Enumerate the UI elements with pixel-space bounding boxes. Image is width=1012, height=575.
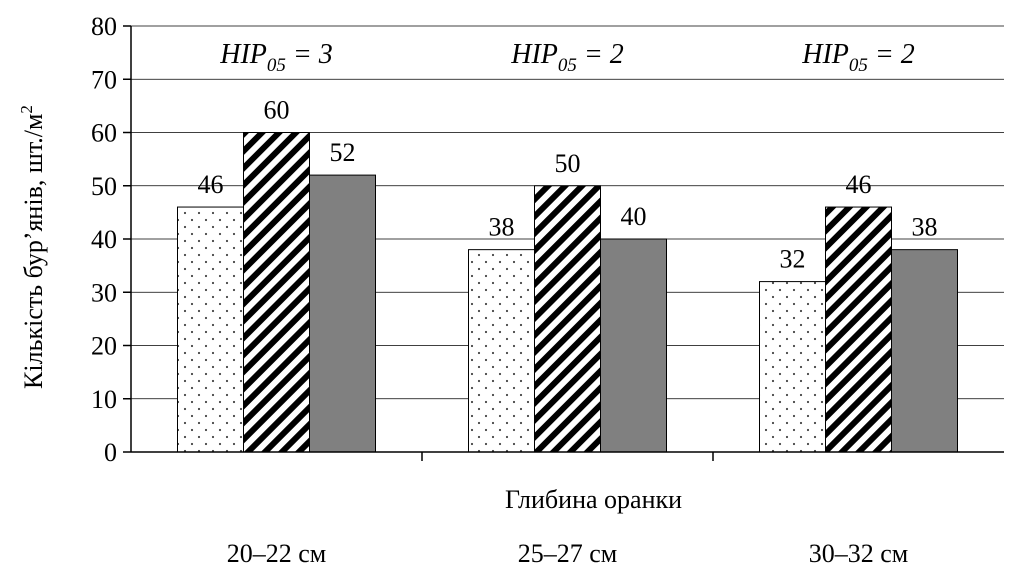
data-label: 46: [846, 170, 872, 199]
data-label: 60: [264, 96, 290, 125]
y-axis-title-text: Кількість бур’янів, шт./м: [19, 114, 48, 389]
axes: [123, 25, 1004, 461]
bar: [468, 249, 535, 453]
y-tick-label: 0: [104, 438, 117, 467]
significance-annotation: НІР05 = 2: [801, 39, 915, 76]
annotation-value: = 2: [868, 39, 915, 70]
y-tick-label: 20: [91, 332, 117, 361]
data-label: 38: [489, 213, 515, 242]
x-category-label: 20–22 см: [227, 539, 327, 568]
x-category-label: 30–32 см: [809, 539, 909, 568]
x-axis-title: Глибина оранки: [505, 485, 682, 514]
y-tick-label: 10: [91, 385, 117, 414]
y-axis-title: Кількість бур’янів, шт./м2: [17, 105, 48, 389]
data-label: 52: [330, 138, 356, 167]
data-label: 32: [780, 245, 806, 274]
annotation-main: НІР: [219, 39, 267, 70]
y-tick-label: 50: [91, 172, 117, 201]
significance-annotation: НІР05 = 3: [219, 39, 333, 76]
significance-annotation: НІР05 = 2: [510, 39, 624, 76]
data-label: 40: [621, 202, 647, 231]
bar: [177, 206, 244, 453]
bar: [759, 281, 826, 453]
bar: [891, 249, 958, 453]
annotation-value: = 3: [286, 39, 333, 70]
bars: [177, 132, 958, 453]
y-tick-label: 80: [91, 12, 117, 41]
y-tick-label: 40: [91, 225, 117, 254]
annotation-subscript: 05: [849, 55, 868, 76]
bar: [600, 238, 667, 453]
data-label: 38: [912, 213, 938, 242]
data-label: 50: [555, 149, 581, 178]
x-category-label: 25–27 см: [518, 539, 618, 568]
y-tick-label: 60: [91, 119, 117, 148]
y-tick-label: 30: [91, 278, 117, 307]
annotation-value: = 2: [577, 39, 624, 70]
bar: [243, 132, 310, 453]
y-axis-title-superscript: 2: [17, 105, 36, 114]
annotation-subscript: 05: [558, 55, 577, 76]
bar: [534, 185, 601, 453]
bar: [825, 206, 892, 453]
annotation-main: НІР: [801, 39, 849, 70]
annotation-subscript: 05: [267, 55, 286, 76]
data-label: 46: [198, 170, 224, 199]
annotation-main: НІР: [510, 39, 558, 70]
y-tick-label: 70: [91, 65, 117, 94]
bar: [309, 174, 376, 453]
